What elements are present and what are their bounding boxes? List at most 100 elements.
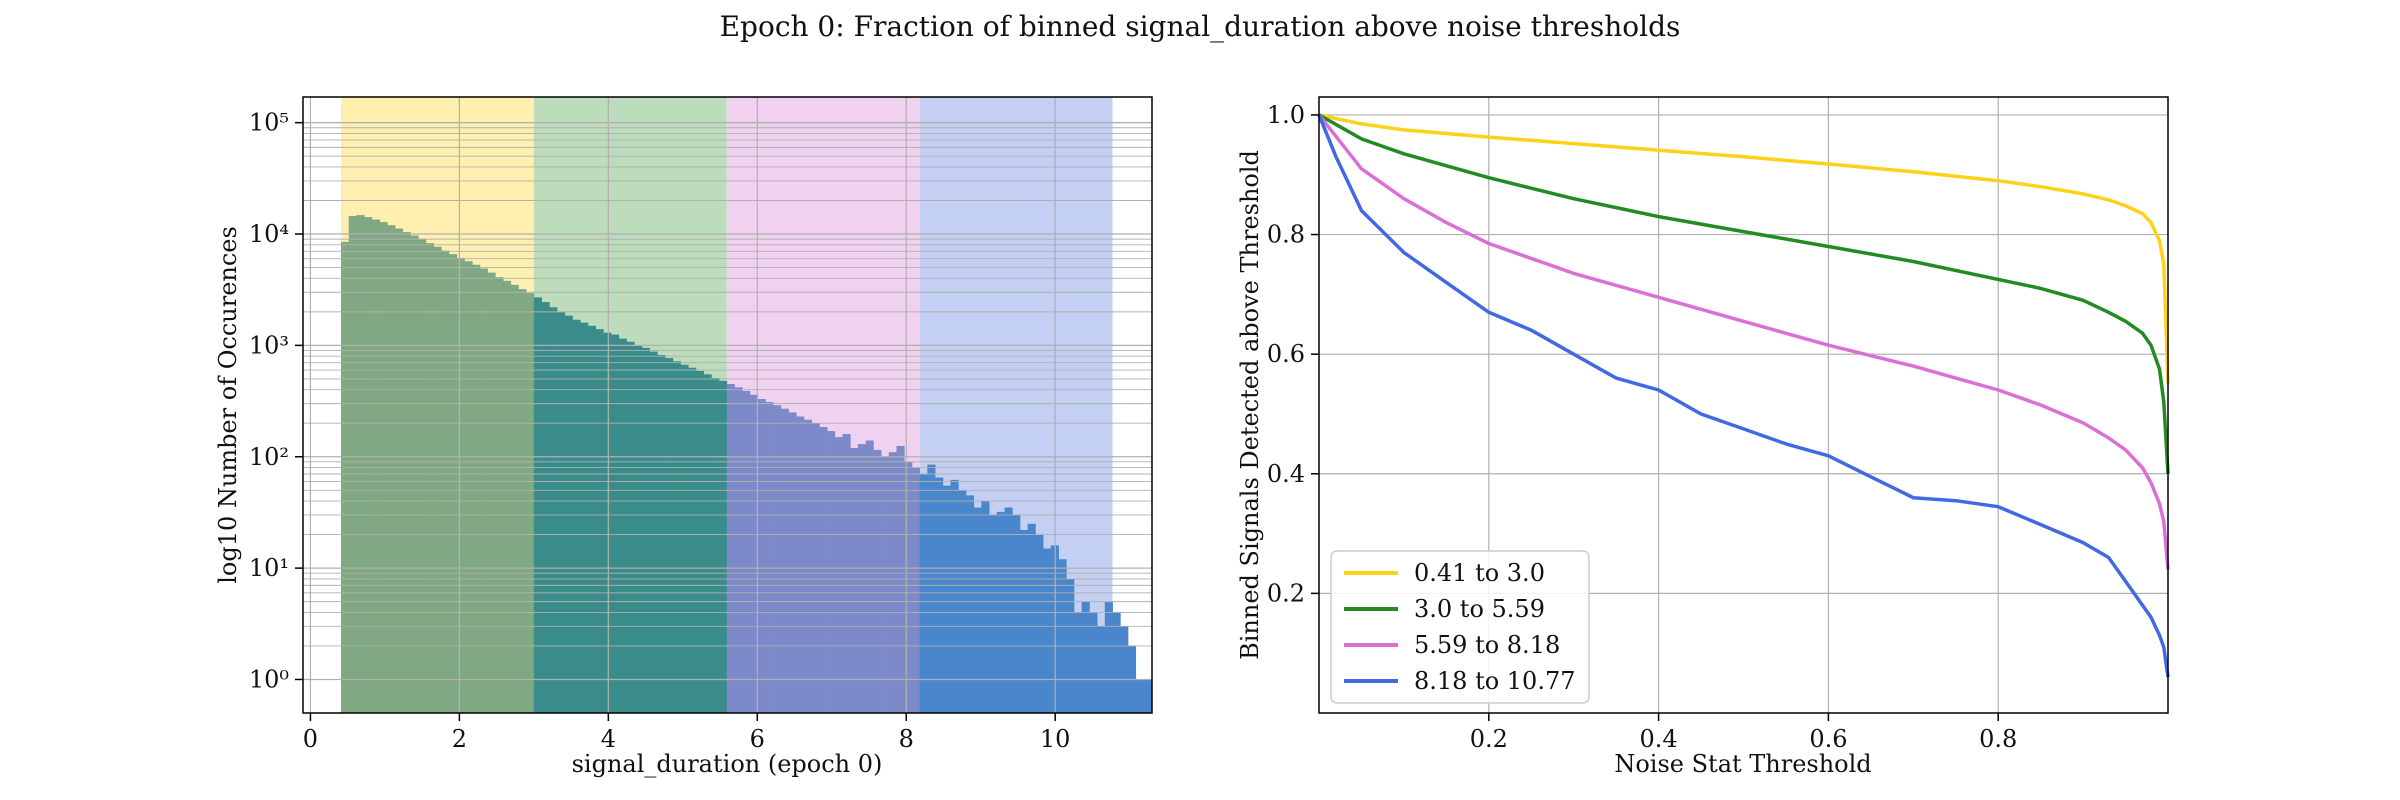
histogram-bar [780,408,789,713]
histogram-bar [827,431,836,713]
histogram-bar [688,367,697,713]
histogram-bar [935,477,944,713]
histogram-bar [796,416,805,713]
histogram-bar [788,412,797,713]
histogram-bar [618,338,627,713]
histogram-bar [549,307,558,713]
histogram-bar [757,399,766,713]
histogram-bar [927,464,936,713]
histogram-grid [303,97,1152,713]
histogram-bar [942,485,951,713]
histogram-bar [495,277,504,713]
y-tick-label: 1.0 [1267,101,1305,129]
histogram-bar [665,358,674,713]
threshold-series [1317,113,2170,678]
histogram-bar [765,402,774,713]
histogram-bar [950,479,959,713]
histogram-bar [587,325,596,713]
histogram-bar [425,243,434,713]
y-tick-label: 0.2 [1267,579,1305,607]
histogram-bar [881,456,890,713]
histogram-bar [711,377,720,713]
series-line-1 [1318,113,2170,385]
x-tick-label: 0.2 [1470,725,1508,753]
histogram-bar [1089,612,1098,713]
histogram-bar [965,495,975,713]
histogram-bar [850,447,859,713]
histogram-bar [773,405,782,713]
histogram-bar [973,507,982,713]
histogram-bar [726,384,735,713]
histogram-bar [1012,514,1021,713]
histogram-bar [611,334,620,713]
histogram-bar [564,315,573,713]
histogram-axes-frame [302,96,1153,714]
histogram-bar [904,461,913,713]
legend-label-2: 3.0 to 5.59 [1414,595,1545,623]
histogram-bar [1120,626,1129,713]
y-tick-label: 10² [249,443,289,471]
histogram-bar [402,232,411,713]
histogram-bar [719,380,728,713]
histogram-bar [557,311,566,713]
legend-label-4: 8.18 to 10.77 [1414,667,1576,695]
histogram-bar [448,254,458,714]
legend-frame [1330,550,1590,704]
histogram-bar [595,329,604,713]
threshold-grid [1319,97,2168,713]
histogram-bar [526,293,535,713]
histogram-bar [989,514,998,713]
histogram-panel: 0 2 4 6 8 10 10⁰ 10¹ 10² 10³ 10⁴ 10⁵ signal_durati… [214,96,1153,778]
histogram-bar [634,345,643,713]
y-tick-label: 10⁴ [249,220,289,248]
histogram-bar [695,370,705,713]
histogram-y-ticks: 10⁰ 10¹ 10² 10³ 10⁴ 10⁵ [249,109,303,693]
histogram-bar [981,501,990,713]
histogram-bar [742,390,751,713]
histogram-bar [1035,534,1044,713]
histogram-bar [394,228,404,713]
histogram-bar [1112,612,1121,713]
histogram-bar [657,354,666,713]
histogram-y-label: log10 Number of Occurences [214,226,242,584]
histogram-bar [580,322,589,713]
histogram-bar [1104,601,1113,713]
histogram-bar [1097,626,1106,713]
histogram-bar [819,426,828,713]
y-tick-label: 0.4 [1267,460,1305,488]
histogram-bar [1019,529,1029,713]
histogram-bar [503,280,512,713]
histogram-bar [1143,679,1152,713]
series-line-2 [1318,113,2170,474]
histogram-bar [371,219,380,713]
series-line-4 [1317,114,2170,678]
histogram-bar [387,225,396,713]
histogram-bar [1004,507,1013,713]
x-tick-label: 0 [303,725,318,753]
histogram-bar [680,364,689,713]
histogram-bar [472,264,481,713]
histogram-bar [672,361,681,713]
histogram-bar [364,217,373,714]
histogram-bar [418,239,427,713]
histogram-bar [1135,679,1144,713]
histogram-bar [487,272,496,713]
x-tick-label: 10 [1040,725,1071,753]
histogram-bar [356,215,365,713]
y-tick-label: 10⁵ [249,109,289,137]
legend-label-3: 5.59 to 8.18 [1414,631,1560,659]
histogram-bar [626,341,635,713]
histogram-bar [572,319,581,713]
x-tick-label: 6 [750,725,765,753]
histogram-bar [348,216,357,713]
legend-label-1: 0.41 to 3.0 [1414,559,1545,587]
threshold-axes-frame [1318,96,2169,714]
histogram-bar [510,284,519,713]
x-tick-label: 2 [452,725,467,753]
histogram-bar [541,302,550,713]
y-tick-label: 0.6 [1267,340,1305,368]
histogram-bar [1027,523,1036,713]
x-tick-label: 0.6 [1809,725,1847,753]
histogram-bar [865,440,874,713]
